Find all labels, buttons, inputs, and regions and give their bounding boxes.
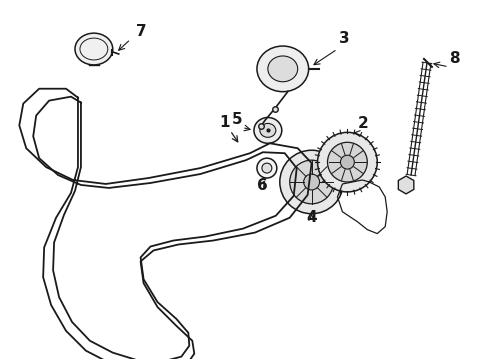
Circle shape [257,158,277,178]
Circle shape [318,132,377,192]
Circle shape [290,160,334,204]
Ellipse shape [257,46,309,92]
Text: 3: 3 [340,31,350,46]
Text: 8: 8 [449,51,460,66]
Text: 2: 2 [357,116,368,131]
Ellipse shape [268,56,298,82]
Circle shape [304,174,319,190]
Polygon shape [398,176,414,194]
Circle shape [341,155,354,169]
Circle shape [280,150,343,214]
Text: 4: 4 [307,210,317,225]
Text: 6: 6 [257,178,268,193]
Text: 7: 7 [136,24,146,39]
Circle shape [327,142,368,182]
Circle shape [262,163,272,173]
Text: 5: 5 [232,112,243,127]
Ellipse shape [260,123,276,137]
Ellipse shape [254,117,282,143]
Ellipse shape [75,33,113,65]
Text: 1: 1 [219,115,229,130]
